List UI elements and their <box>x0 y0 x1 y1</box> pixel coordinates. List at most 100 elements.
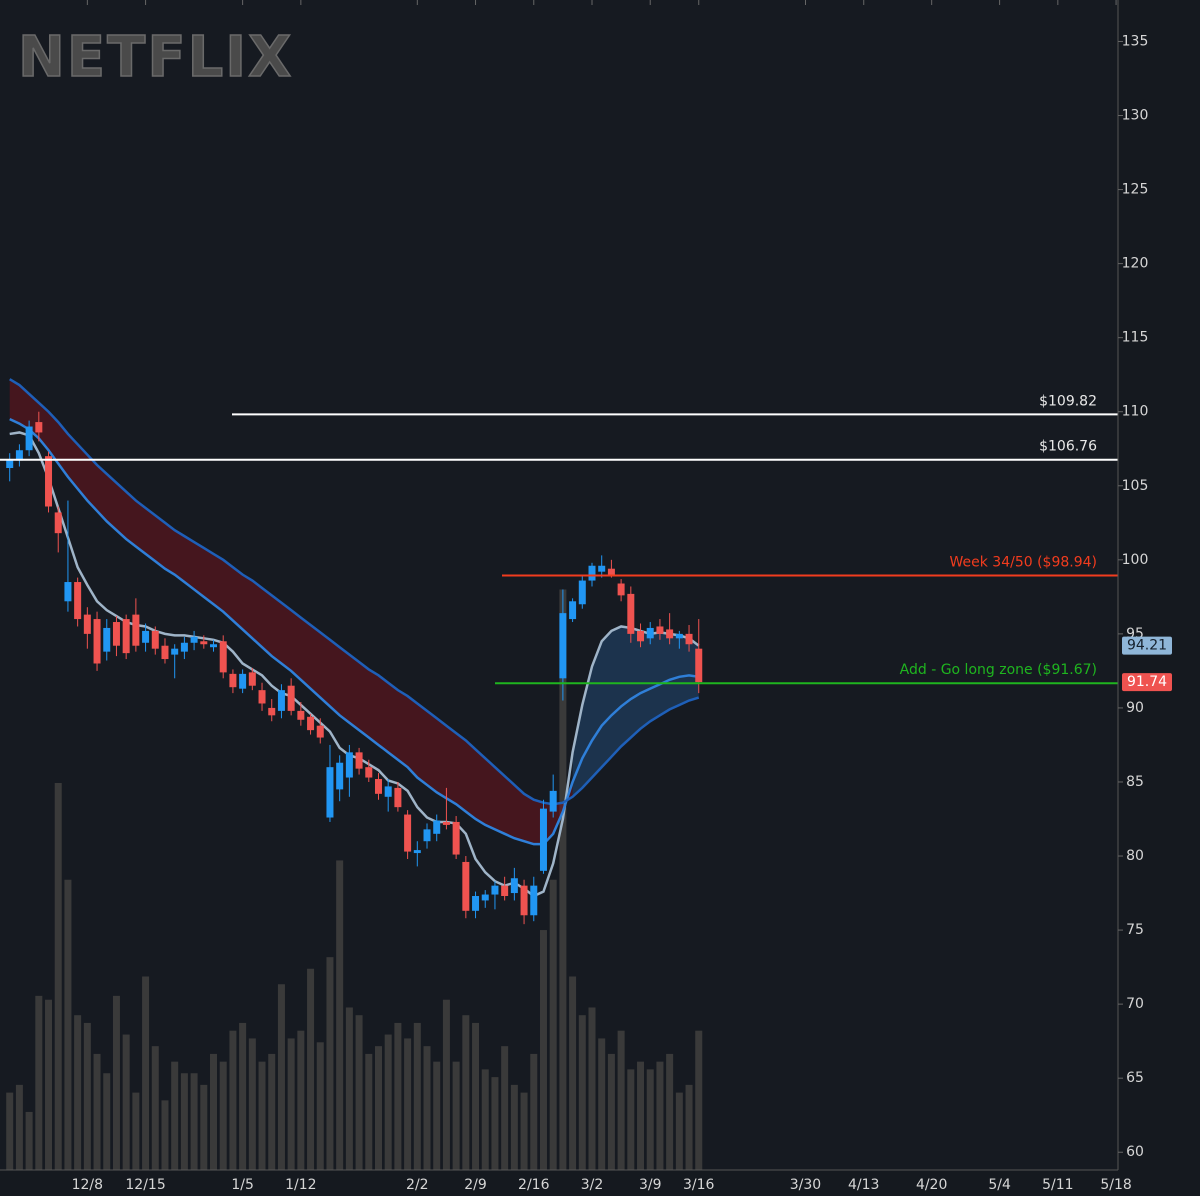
candle-body <box>666 629 674 639</box>
volume-bar <box>210 1053 218 1170</box>
candle-body <box>336 762 344 790</box>
volume-bar <box>646 1069 654 1170</box>
x-tick-label: 3/2 <box>581 1177 604 1193</box>
candle-body <box>54 512 62 534</box>
volume-bar <box>103 1073 111 1170</box>
candle-body <box>607 568 615 575</box>
price-tag-label: 91.74 <box>1127 674 1167 690</box>
volume-bar <box>462 1015 470 1170</box>
volume-bar <box>229 1030 237 1170</box>
volume-bar <box>578 1015 586 1170</box>
y-tick-label: 130 <box>1122 108 1149 124</box>
level-label: $109.82 <box>1039 393 1097 409</box>
volume-bar <box>142 976 150 1170</box>
volume-bar <box>559 589 567 1170</box>
volume-bar <box>539 930 547 1170</box>
x-tick-label: 1/12 <box>285 1177 316 1193</box>
candle-body <box>93 619 101 664</box>
candle-body <box>675 633 683 639</box>
candle-body <box>374 779 382 794</box>
candle-body <box>646 627 654 639</box>
candle-body <box>219 641 227 673</box>
candle-body <box>549 790 557 812</box>
candle-body <box>210 644 218 648</box>
x-tick-label: 12/8 <box>72 1177 103 1193</box>
candle-body <box>74 582 82 620</box>
volume-bar <box>45 999 53 1170</box>
y-tick-label: 125 <box>1122 182 1149 198</box>
y-tick-label: 60 <box>1126 1144 1144 1160</box>
volume-bar <box>569 976 577 1170</box>
candle-body <box>355 752 363 769</box>
candle-body <box>345 752 353 778</box>
volume-bar <box>685 1084 693 1170</box>
volume-bar <box>200 1084 208 1170</box>
x-tick-label: 4/13 <box>848 1177 879 1193</box>
level-label: $106.76 <box>1039 439 1097 455</box>
volume-bar <box>277 984 285 1170</box>
candle-body <box>83 614 91 634</box>
volume-bar <box>345 1007 353 1170</box>
volume-bar <box>93 1053 101 1170</box>
candle-body <box>637 630 645 642</box>
volume-bar <box>180 1073 188 1170</box>
candle-body <box>617 583 625 596</box>
y-tick-label: 120 <box>1122 256 1149 272</box>
candle-body <box>132 614 140 646</box>
candle-body <box>171 648 179 655</box>
volume-bar <box>520 1092 528 1170</box>
volume-bar <box>491 1077 499 1170</box>
x-tick-label: 2/2 <box>406 1177 429 1193</box>
candle-body <box>248 672 256 686</box>
candle-body <box>277 690 285 711</box>
candle-body <box>598 565 606 572</box>
candle-body <box>510 878 518 894</box>
x-tick-label: 12/15 <box>125 1177 165 1193</box>
volume-bar <box>695 1030 703 1170</box>
x-tick-label: 5/4 <box>988 1177 1011 1193</box>
level-label: Week 34/50 ($98.94) <box>949 555 1097 571</box>
volume-bar <box>442 999 450 1170</box>
volume-bar <box>617 1030 625 1170</box>
x-tick-label: 5/18 <box>1100 1177 1131 1193</box>
candle-body <box>122 619 130 654</box>
candle-body <box>161 645 169 660</box>
volume-bar <box>64 879 72 1170</box>
volume-bar <box>588 1007 596 1170</box>
candle-body <box>695 648 703 683</box>
candle-body <box>627 593 635 634</box>
x-tick-label: 3/9 <box>639 1177 662 1193</box>
volume-bar <box>637 1061 645 1170</box>
candle-body <box>180 642 188 652</box>
candle-body <box>258 690 266 704</box>
y-tick-label: 65 <box>1126 1070 1144 1086</box>
candle-body <box>423 829 431 842</box>
candle-body <box>530 885 538 916</box>
x-tick-label: 1/5 <box>231 1177 254 1193</box>
candle-body <box>481 894 489 901</box>
y-tick-label: 70 <box>1126 996 1144 1012</box>
volume-bar <box>675 1092 683 1170</box>
price-tag-box <box>1122 673 1172 692</box>
candle-body <box>45 456 53 507</box>
volume-bar <box>171 1061 179 1170</box>
candle-body <box>433 820 441 834</box>
candle-body <box>394 787 402 808</box>
candle-body <box>112 622 120 646</box>
volume-bar <box>355 1015 363 1170</box>
x-tick-label: 4/20 <box>916 1177 947 1193</box>
volume-bar <box>607 1053 615 1170</box>
y-tick-label: 80 <box>1126 848 1144 864</box>
y-tick-label: 135 <box>1122 33 1149 49</box>
candle-body <box>190 636 198 643</box>
volume-bar <box>510 1084 518 1170</box>
candle-body <box>268 707 276 716</box>
volume-bar <box>54 783 62 1170</box>
x-tick-label: 2/16 <box>518 1177 550 1193</box>
volume-bar <box>549 879 557 1170</box>
candle-body <box>200 641 208 645</box>
volume-bar <box>472 1022 480 1170</box>
candle-body <box>384 786 392 797</box>
volume-bar <box>627 1069 635 1170</box>
